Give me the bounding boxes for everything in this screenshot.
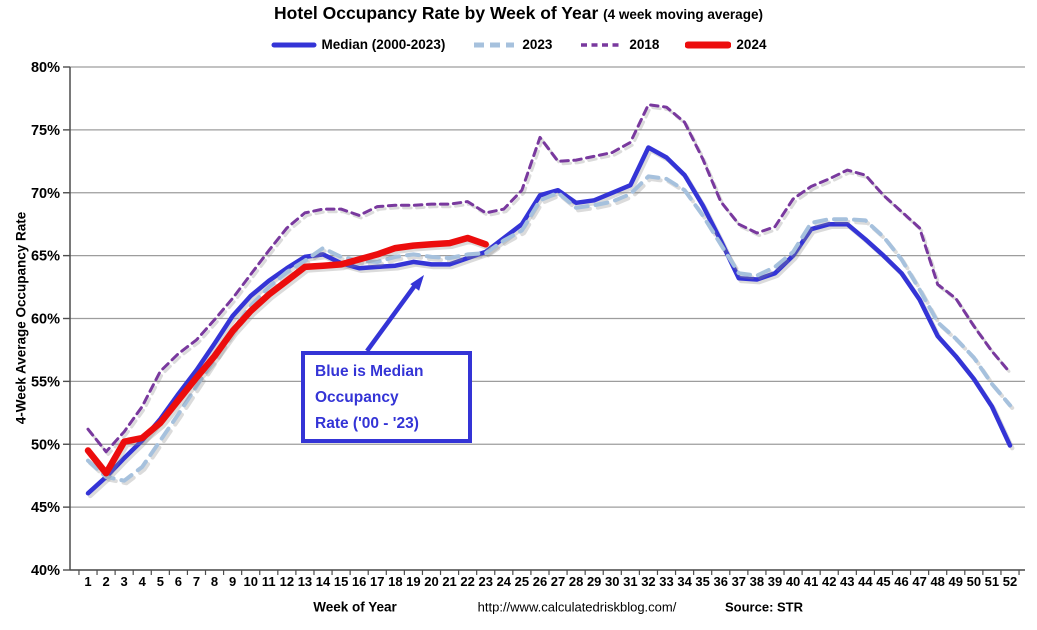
svg-text:14: 14 [316,574,331,589]
svg-text:8: 8 [211,574,218,589]
annotation-line-1: Blue is Median [315,363,424,380]
svg-text:50: 50 [967,574,981,589]
svg-text:39: 39 [768,574,782,589]
svg-text:41: 41 [804,574,818,589]
svg-text:43: 43 [840,574,854,589]
annotation-line-3: Rate ('00 - '23) [315,415,419,432]
dashed-line-swatch-icon [474,42,515,47]
svg-text:12: 12 [280,574,294,589]
svg-text:3: 3 [121,574,128,589]
svg-text:38: 38 [750,574,764,589]
svg-text:10: 10 [243,574,257,589]
legend-label-2024: 2024 [736,37,767,52]
svg-text:27: 27 [551,574,565,589]
annotation-line-2: Occupancy [315,389,399,406]
footer-url: http://www.calculatedriskblog.com/ [477,599,677,615]
svg-text:47: 47 [912,574,926,589]
chart-title-main: Hotel Occupancy Rate by Week of Year [274,3,599,23]
svg-text:24: 24 [497,574,512,589]
svg-text:15: 15 [334,574,348,589]
svg-text:20: 20 [424,574,438,589]
legend-label-2023: 2023 [522,37,553,52]
dashed-line-swatch-icon [581,42,622,47]
legend-item-2023: 2023 [471,37,552,52]
svg-text:26: 26 [533,574,547,589]
legend-item-2018: 2018 [578,37,659,52]
chart-title: Hotel Occupancy Rate by Week of Year (4 … [0,3,1037,24]
svg-text:25: 25 [515,574,529,589]
legend-item-median: Median (2000-2023) [271,37,446,52]
svg-text:19: 19 [406,574,420,589]
svg-text:52: 52 [1003,574,1017,589]
svg-text:6: 6 [175,574,182,589]
footer-source: Source: STR [724,599,804,615]
svg-text:45: 45 [876,574,890,589]
svg-text:2: 2 [102,574,109,589]
svg-text:70%: 70% [31,186,60,202]
svg-text:33: 33 [659,574,673,589]
svg-text:34: 34 [677,574,692,589]
svg-text:30: 30 [605,574,619,589]
svg-text:22: 22 [460,574,474,589]
svg-text:48: 48 [930,574,944,589]
chart-legend: Median (2000-2023) 2023 2018 2024 [0,37,1037,52]
svg-text:50%: 50% [31,437,60,453]
svg-text:40: 40 [786,574,800,589]
svg-text:5: 5 [157,574,164,589]
svg-text:11: 11 [262,574,276,589]
chart-title-subtitle: (4 week moving average) [603,7,763,22]
svg-text:17: 17 [370,574,384,589]
svg-text:16: 16 [352,574,366,589]
svg-text:1: 1 [84,574,91,589]
svg-text:9: 9 [229,574,236,589]
thick-line-swatch-icon [685,41,732,48]
x-axis-title: Week of Year [313,599,397,615]
svg-text:80%: 80% [31,60,60,76]
svg-text:23: 23 [478,574,492,589]
svg-text:45%: 45% [31,500,60,516]
svg-text:28: 28 [569,574,583,589]
svg-text:42: 42 [822,574,836,589]
svg-text:40%: 40% [31,563,60,579]
svg-text:37: 37 [732,574,746,589]
svg-text:35: 35 [695,574,709,589]
svg-text:32: 32 [641,574,655,589]
svg-text:7: 7 [193,574,200,589]
legend-label-median: Median (2000-2023) [321,37,446,52]
legend-item-2024: 2024 [685,37,766,52]
legend-label-2018: 2018 [629,37,660,52]
svg-text:65%: 65% [31,249,60,265]
svg-text:21: 21 [442,574,456,589]
svg-text:36: 36 [714,574,728,589]
svg-text:51: 51 [985,574,999,589]
svg-text:55%: 55% [31,374,60,390]
svg-text:75%: 75% [31,123,60,139]
svg-text:13: 13 [298,574,312,589]
svg-text:31: 31 [623,574,637,589]
median-line-swatch-icon [271,42,317,47]
svg-text:46: 46 [894,574,908,589]
svg-text:18: 18 [388,574,402,589]
annotation-box: Blue is Median Occupancy Rate ('00 - '23… [301,351,472,443]
svg-text:60%: 60% [31,312,60,328]
svg-text:4: 4 [139,574,147,589]
y-axis-title: 4-Week Average Occupancy Rate [13,211,29,425]
svg-text:29: 29 [587,574,601,589]
svg-text:49: 49 [949,574,963,589]
svg-text:44: 44 [858,574,873,589]
